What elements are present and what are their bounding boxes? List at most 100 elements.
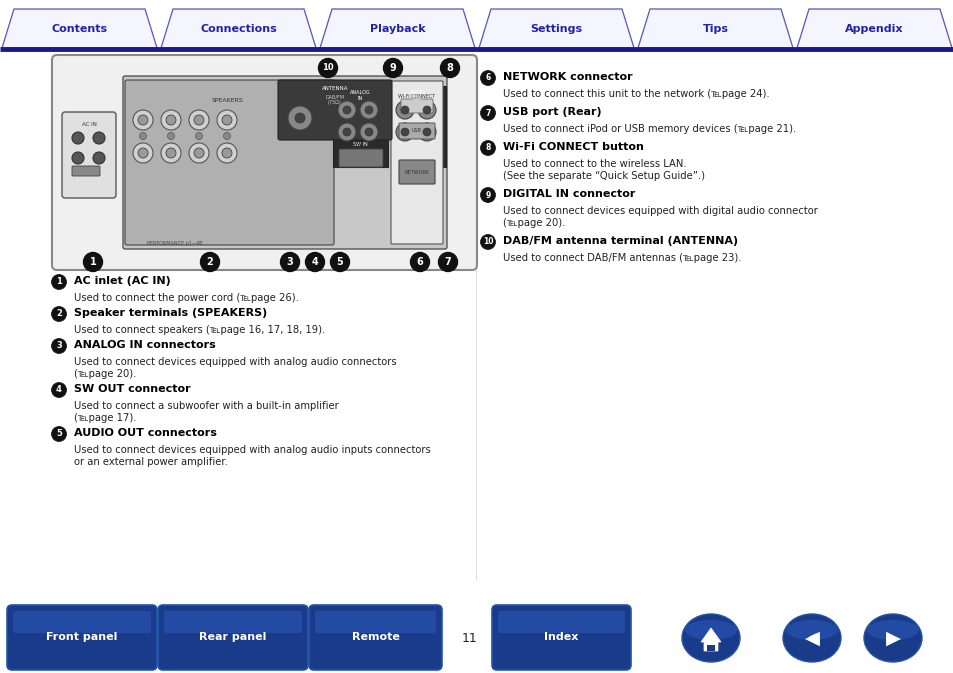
Text: 5: 5 <box>336 257 343 267</box>
FancyBboxPatch shape <box>333 86 388 167</box>
Text: Remote: Remote <box>352 633 399 643</box>
Text: NETWORK connector: NETWORK connector <box>502 72 632 82</box>
Text: 5: 5 <box>56 429 62 439</box>
FancyBboxPatch shape <box>71 166 100 176</box>
Text: Speaker terminals (SPEAKERS): Speaker terminals (SPEAKERS) <box>74 308 267 318</box>
Circle shape <box>294 113 305 123</box>
Circle shape <box>193 115 204 125</box>
Circle shape <box>288 106 312 130</box>
Text: (℡page 20).: (℡page 20). <box>74 369 136 379</box>
Circle shape <box>365 128 373 136</box>
Circle shape <box>480 141 495 155</box>
Text: Used to connect devices equipped with analog audio inputs connectors: Used to connect devices equipped with an… <box>74 445 431 455</box>
Polygon shape <box>700 628 720 651</box>
Polygon shape <box>319 9 475 48</box>
Circle shape <box>359 123 377 141</box>
Circle shape <box>138 148 148 158</box>
FancyBboxPatch shape <box>277 80 392 140</box>
FancyBboxPatch shape <box>52 55 476 270</box>
Text: DAB/FM
(75Ω): DAB/FM (75Ω) <box>325 95 344 106</box>
Circle shape <box>337 123 355 141</box>
Text: ◀: ◀ <box>803 629 819 647</box>
Circle shape <box>438 252 457 271</box>
Text: DIGITAL IN connector: DIGITAL IN connector <box>502 189 635 199</box>
FancyBboxPatch shape <box>706 645 714 651</box>
Circle shape <box>200 252 219 271</box>
Circle shape <box>343 106 351 114</box>
Text: Front panel: Front panel <box>47 633 117 643</box>
FancyBboxPatch shape <box>62 112 116 198</box>
Circle shape <box>400 128 409 136</box>
Circle shape <box>166 148 175 158</box>
Circle shape <box>222 148 232 158</box>
Text: Used to connect the power cord (℡page 26).: Used to connect the power cord (℡page 26… <box>74 293 298 303</box>
FancyBboxPatch shape <box>7 605 157 670</box>
Circle shape <box>216 143 236 163</box>
Circle shape <box>480 234 495 250</box>
Ellipse shape <box>681 614 740 662</box>
FancyBboxPatch shape <box>338 149 382 167</box>
Circle shape <box>383 59 402 77</box>
Circle shape <box>422 106 431 114</box>
Circle shape <box>417 123 436 141</box>
Circle shape <box>422 128 431 136</box>
Text: Index: Index <box>544 633 578 643</box>
FancyBboxPatch shape <box>158 605 308 670</box>
Text: AUDIO
OUT: AUDIO OUT <box>410 90 425 101</box>
Circle shape <box>193 148 204 158</box>
Circle shape <box>92 132 105 144</box>
Circle shape <box>168 133 174 139</box>
Polygon shape <box>2 9 157 48</box>
Ellipse shape <box>684 620 737 640</box>
Text: Rear panel: Rear panel <box>199 633 267 643</box>
Circle shape <box>480 106 495 120</box>
Text: 1: 1 <box>56 277 62 287</box>
Circle shape <box>139 133 147 139</box>
Circle shape <box>51 339 67 353</box>
Circle shape <box>395 101 414 119</box>
Circle shape <box>92 152 105 164</box>
FancyBboxPatch shape <box>164 611 302 633</box>
FancyBboxPatch shape <box>398 123 435 139</box>
Circle shape <box>305 252 324 271</box>
Text: 4: 4 <box>312 257 318 267</box>
Text: Used to connect iPod or USB memory devices (℡page 21).: Used to connect iPod or USB memory devic… <box>502 124 796 134</box>
Circle shape <box>318 59 337 77</box>
FancyBboxPatch shape <box>309 605 441 670</box>
Circle shape <box>365 106 373 114</box>
Circle shape <box>343 128 351 136</box>
Circle shape <box>223 133 231 139</box>
Text: AC IN: AC IN <box>81 122 96 127</box>
Circle shape <box>51 382 67 398</box>
Circle shape <box>51 275 67 289</box>
Text: 6: 6 <box>416 257 423 267</box>
Text: 10: 10 <box>482 238 493 246</box>
Ellipse shape <box>785 620 837 640</box>
Circle shape <box>480 71 495 85</box>
Circle shape <box>395 123 414 141</box>
Text: 7: 7 <box>485 108 490 118</box>
FancyBboxPatch shape <box>13 611 151 633</box>
Circle shape <box>417 101 436 119</box>
Text: ANTENNA: ANTENNA <box>321 85 348 90</box>
Text: 7: 7 <box>444 257 451 267</box>
Text: (℡page 17).: (℡page 17). <box>74 413 136 423</box>
FancyBboxPatch shape <box>391 86 446 167</box>
Text: Wi-Fi CONNECT: Wi-Fi CONNECT <box>398 94 436 98</box>
Polygon shape <box>796 9 951 48</box>
Text: 10: 10 <box>322 63 334 73</box>
Circle shape <box>161 110 181 130</box>
Circle shape <box>410 252 429 271</box>
Circle shape <box>480 188 495 203</box>
Text: AC inlet (AC IN): AC inlet (AC IN) <box>74 276 171 286</box>
Text: (See the separate “Quick Setup Guide”.): (See the separate “Quick Setup Guide”.) <box>502 171 704 181</box>
Text: 2: 2 <box>56 310 62 318</box>
FancyBboxPatch shape <box>314 611 436 633</box>
Text: NETWORK: NETWORK <box>404 170 429 174</box>
Text: 9: 9 <box>389 63 395 73</box>
Circle shape <box>330 252 349 271</box>
Circle shape <box>222 115 232 125</box>
Polygon shape <box>478 9 634 48</box>
Text: Contents: Contents <box>51 24 108 34</box>
Text: 8: 8 <box>446 63 453 73</box>
